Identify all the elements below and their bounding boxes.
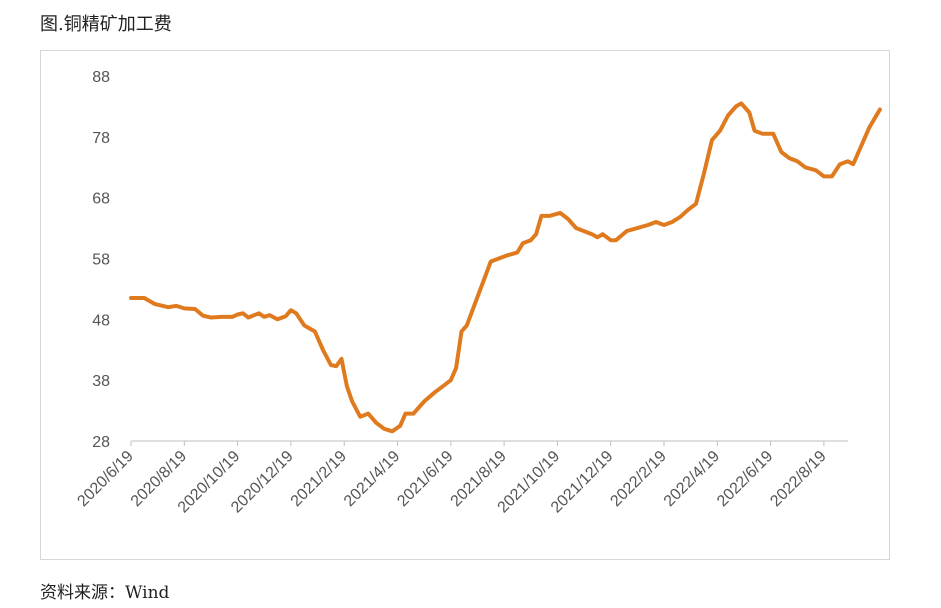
x-tick-label: 2020/6/19 [74,448,136,510]
x-axis-ticks: 2020/6/192020/8/192020/10/192020/12/1920… [74,441,830,516]
series-line [129,101,882,434]
x-tick-label: 2021/4/19 [341,448,403,510]
source-note: 资料来源：Wind [40,583,170,603]
y-tick-label: 28 [92,434,110,451]
y-tick-label: 88 [92,69,110,86]
x-tick-label: 2022/8/19 [767,448,829,510]
y-tick-label: 68 [92,191,110,208]
figure-title: 图.铜精矿加工费 [40,14,172,35]
series-layer [129,101,882,434]
x-tick-label: 2021/6/19 [394,448,456,510]
x-tick-label: 2021/2/19 [288,448,350,510]
y-tick-label: 48 [92,312,110,329]
chart-frame [40,50,890,560]
y-tick-label: 78 [92,130,110,147]
y-tick-label: 58 [92,252,110,269]
x-tick-label: 2022/6/19 [714,448,776,510]
y-tick-label: 38 [92,373,110,390]
y-axis-ticks: 28 38 48 58 68 78 88 [92,69,110,451]
x-tick-label: 2022/2/19 [607,448,669,510]
x-tick-label: 2022/4/19 [661,448,723,510]
